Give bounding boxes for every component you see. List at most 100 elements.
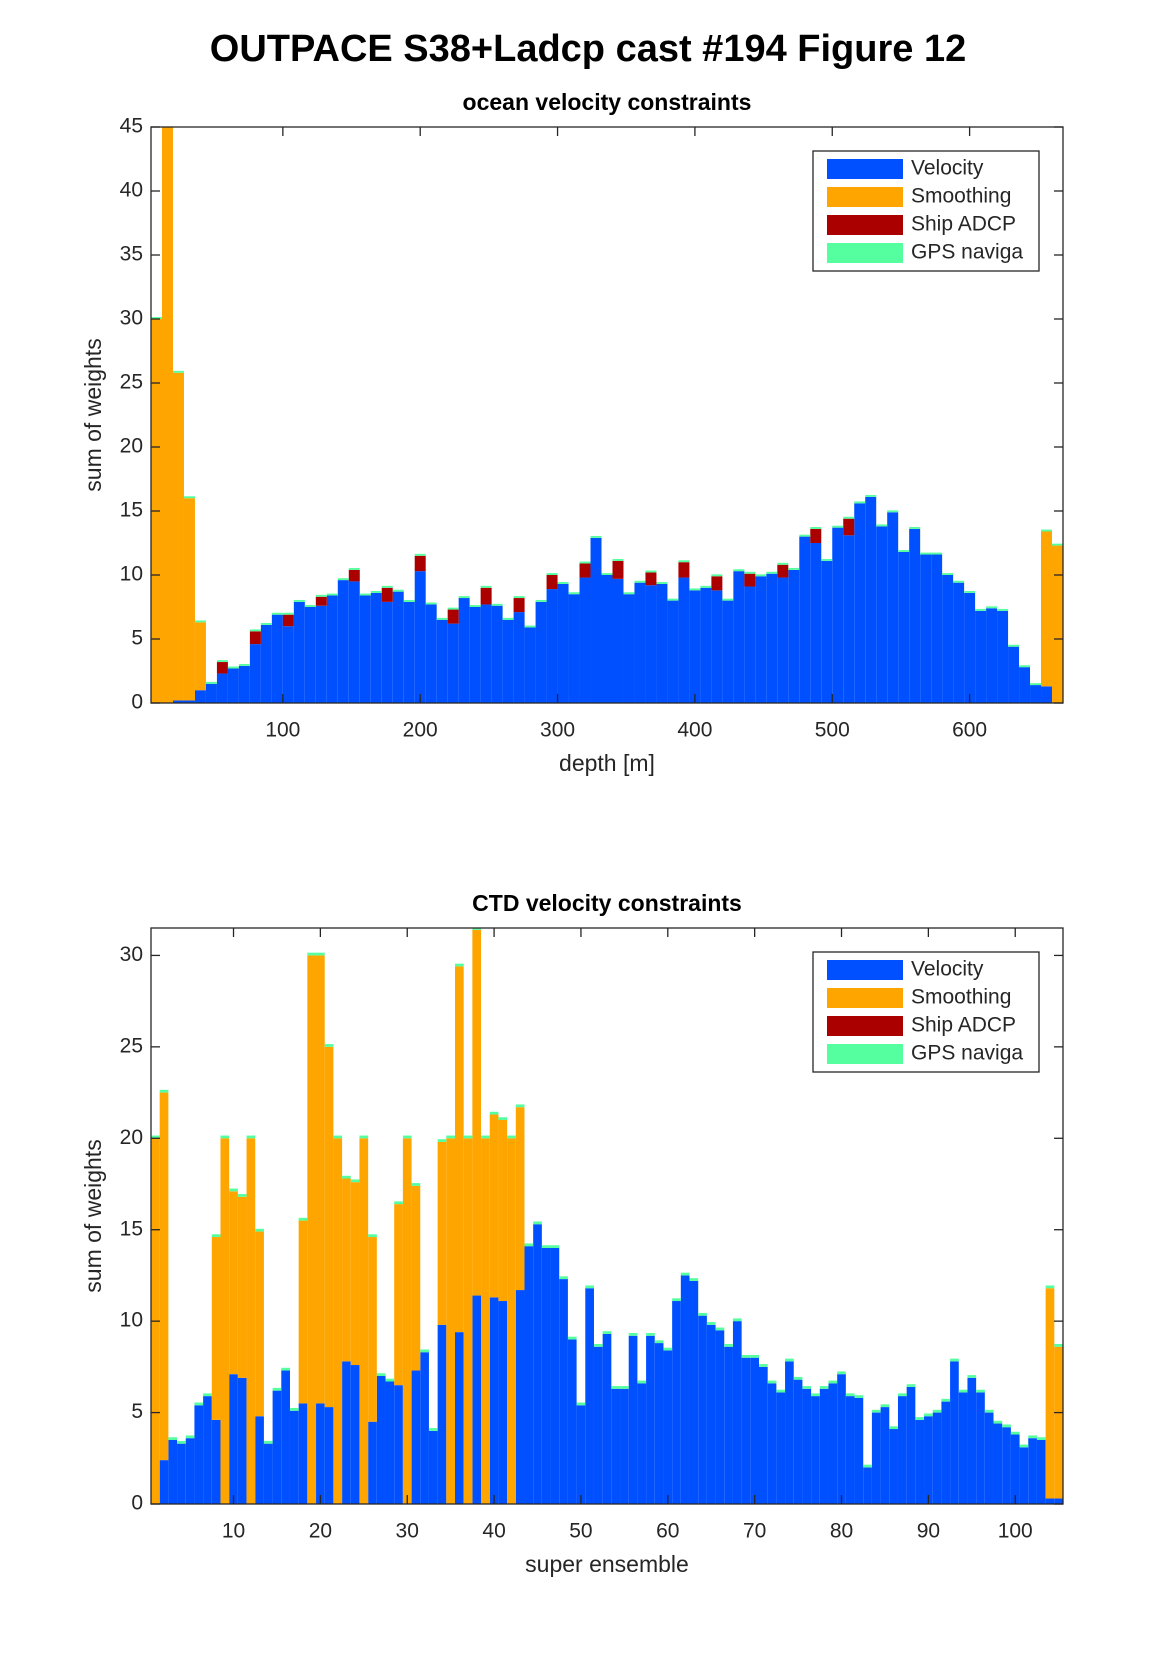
- bar-segment: [216, 660, 228, 663]
- bar-segment: [216, 662, 228, 674]
- bar-segment: [799, 534, 811, 537]
- y-axis-label: sum of weights: [80, 1139, 106, 1292]
- bar-segment: [316, 952, 325, 956]
- bar-segment: [645, 570, 657, 573]
- bar-segment: [623, 592, 635, 595]
- bar-segment: [863, 1464, 872, 1468]
- legend-label: Velocity: [911, 958, 984, 981]
- y-tick-label: 0: [131, 691, 143, 714]
- bar-segment: [897, 1393, 907, 1397]
- bar-segment: [159, 1460, 169, 1504]
- bar-segment: [472, 929, 482, 1296]
- bar-segment: [788, 569, 800, 703]
- bar-segment: [585, 1288, 594, 1504]
- bar-segment: [333, 1138, 343, 1504]
- bar-segment: [151, 1135, 160, 1139]
- bar-segment: [183, 700, 195, 703]
- bar-segment: [865, 495, 877, 497]
- bar-segment: [229, 1191, 238, 1375]
- bar-segment: [942, 575, 954, 703]
- bar-segment: [282, 612, 294, 615]
- bar-segment: [458, 598, 470, 703]
- bar-segment: [819, 1388, 829, 1504]
- bar-segment: [394, 1201, 403, 1205]
- bar-segment: [777, 577, 789, 703]
- bar-segment: [590, 537, 602, 703]
- bar-segment: [513, 596, 525, 599]
- bar-segment: [744, 571, 756, 574]
- bar-segment: [802, 1388, 812, 1504]
- bar-segment: [315, 596, 327, 606]
- bar-segment: [637, 1380, 647, 1384]
- bar-segment: [282, 626, 294, 703]
- bar-segment: [498, 1301, 508, 1504]
- bar-segment: [984, 1409, 994, 1413]
- bar-segment: [298, 1220, 308, 1404]
- bar-segment: [854, 503, 866, 703]
- axes-box: [150, 126, 1064, 704]
- bar-segment: [744, 586, 756, 703]
- bar-segment: [455, 966, 464, 1333]
- bar-segment: [271, 614, 283, 703]
- bar-segment: [967, 1375, 977, 1378]
- legend-swatch: [827, 243, 903, 263]
- bar-segment: [920, 552, 932, 555]
- bar-segment: [183, 496, 195, 499]
- bar-segment: [1008, 644, 1020, 647]
- bar-segment: [1028, 1435, 1037, 1439]
- bar-segment: [447, 623, 459, 703]
- bar-segment: [370, 592, 382, 703]
- bar-segment: [255, 1416, 264, 1504]
- bar-segment: [611, 1388, 621, 1504]
- bar-segment: [249, 644, 261, 703]
- bar-segment: [1036, 1440, 1046, 1504]
- bar-segment: [755, 576, 767, 703]
- bar-segment: [1028, 1438, 1037, 1504]
- bar-segment: [237, 1196, 247, 1378]
- bar-segment: [359, 593, 371, 596]
- bar-segment: [168, 1440, 178, 1504]
- bar-segment: [964, 592, 976, 703]
- bar-segment: [602, 1331, 612, 1334]
- bar-segment: [246, 1138, 256, 1504]
- bar-segment: [489, 1111, 499, 1115]
- bar-segment: [1054, 1344, 1063, 1347]
- bar-segment: [546, 589, 558, 703]
- bar-segment: [446, 1138, 455, 1504]
- bar-segment: [282, 614, 294, 627]
- bar-segment: [337, 580, 349, 703]
- bar-segment: [216, 673, 228, 703]
- bar-segment: [411, 1370, 421, 1504]
- bar-segment: [411, 1185, 421, 1371]
- bar-segment: [611, 1386, 621, 1389]
- bar-segment: [637, 1383, 647, 1504]
- bar-segment: [567, 1336, 577, 1340]
- bar-segment: [550, 1248, 560, 1504]
- axes-title: ocean velocity constraints: [463, 89, 752, 115]
- bar-segment: [326, 593, 338, 596]
- bar-segment: [307, 952, 317, 956]
- bar-segment: [381, 585, 393, 588]
- bar-segment: [350, 1182, 360, 1366]
- bar-segment: [324, 1044, 334, 1047]
- bar-segment: [593, 1344, 603, 1347]
- bar-segment: [1052, 545, 1063, 703]
- bar-segment: [524, 1246, 534, 1504]
- bar-segment: [385, 1378, 395, 1382]
- bar-segment: [350, 1179, 360, 1183]
- bar-segment: [698, 1312, 707, 1316]
- bar-segment: [348, 581, 360, 703]
- bar-segment: [1019, 1447, 1029, 1504]
- bar-segment: [238, 665, 250, 703]
- bar-segment: [1045, 1498, 1055, 1504]
- bar-segment: [689, 588, 701, 591]
- bar-segment: [368, 1234, 377, 1238]
- bar-segment: [203, 1393, 212, 1397]
- x-tick-label: 500: [815, 719, 850, 742]
- bar-segment: [832, 527, 844, 703]
- x-tick-label: 600: [952, 719, 987, 742]
- bar-segment: [802, 1386, 812, 1389]
- x-tick-label: 20: [309, 1520, 332, 1543]
- bar-segment: [194, 1402, 204, 1406]
